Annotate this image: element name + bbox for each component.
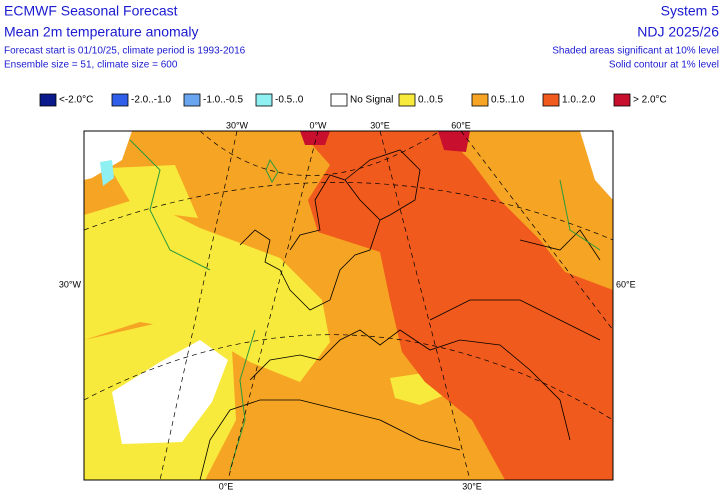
map-frame — [83, 130, 614, 481]
map — [84, 131, 613, 480]
region — [100, 160, 114, 186]
grid-label: 30°W — [59, 279, 82, 289]
legend-label: > 2.0°C — [633, 95, 667, 106]
region — [112, 340, 228, 444]
legend-label: 0..0.5 — [418, 95, 443, 106]
legend-label: -2.0..-1.0 — [131, 95, 171, 106]
region — [300, 131, 330, 145]
region — [580, 131, 613, 200]
grid-label: 60°E — [451, 120, 471, 130]
legend-swatch — [542, 93, 560, 107]
significance-contours — [129, 139, 601, 471]
forecast-info: Forecast start is 01/10/25, climate peri… — [4, 46, 246, 57]
grid-label: 0°W — [309, 120, 327, 130]
title: ECMWF Seasonal Forecast — [4, 3, 178, 19]
period: NDJ 2025/26 — [637, 24, 719, 40]
legend-label: -0.5..0 — [275, 95, 304, 106]
legend-swatch — [183, 93, 201, 107]
grid-label: 30°E — [370, 120, 390, 130]
grid-label: 30°W — [226, 120, 249, 130]
legend-swatch — [255, 93, 273, 107]
legend-swatch — [39, 93, 57, 107]
region — [84, 131, 132, 180]
legend-label: No Signal — [350, 95, 393, 106]
graticule — [84, 131, 613, 480]
significance-note: Shaded areas significant at 10% level — [552, 46, 719, 57]
system: System 5 — [661, 3, 720, 19]
subtitle: Mean 2m temperature anomaly — [4, 24, 199, 40]
coastlines — [199, 149, 601, 480]
region — [84, 198, 330, 382]
legend-swatch — [398, 93, 416, 107]
grid-label: 30°E — [462, 481, 482, 491]
region — [110, 165, 198, 218]
legend-swatch — [471, 93, 489, 107]
legend-swatch — [330, 93, 348, 107]
region — [438, 131, 470, 152]
legend-label: -1.0..-0.5 — [203, 95, 243, 106]
contour-note: Solid contour at 1% level — [609, 60, 719, 71]
ensemble-info: Ensemble size = 51, climate size = 600 — [4, 60, 178, 71]
legend-label: <-2.0°C — [59, 95, 93, 106]
legend-label: 0.5..1.0 — [491, 95, 525, 106]
legend-label: 1.0..2.0 — [562, 95, 596, 106]
legend-swatch — [613, 93, 631, 107]
region — [470, 131, 613, 262]
grid-label: 0°E — [219, 481, 234, 491]
legend-swatch — [111, 93, 129, 107]
legend: <-2.0°C -2.0..-1.0 -1.0..-0.5 -0.5..0 No Sig… — [39, 93, 667, 107]
grid-label: 60°E — [616, 279, 636, 289]
